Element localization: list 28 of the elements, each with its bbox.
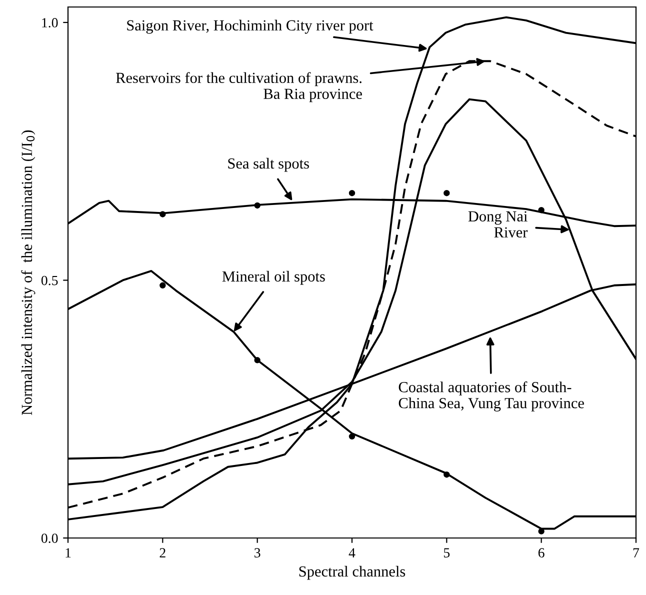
annotation: Mineral oil spots	[222, 270, 325, 285]
y-tick-label: 0.0	[41, 534, 58, 544]
x-tick-label: 7	[633, 548, 640, 558]
x-tick-label: 1	[66, 548, 71, 558]
point	[348, 190, 356, 196]
point	[538, 528, 544, 534]
y-tick-label: 0.5	[41, 276, 58, 286]
point	[160, 282, 166, 288]
x-axis-title: Spectral channels	[299, 566, 406, 580]
annotation: Sea salt spots	[228, 158, 309, 172]
x-tick-label: 4	[348, 548, 356, 558]
x-tick-label: 6	[538, 548, 544, 558]
point	[254, 202, 260, 209]
y-tick-label: 1.0	[42, 18, 58, 28]
annotation: Dong Nai River	[468, 211, 528, 238]
x-tick-label: 5	[444, 548, 450, 558]
point	[444, 471, 450, 478]
x-tick-label: 3	[254, 548, 260, 558]
x-tick-label: 2	[160, 548, 166, 558]
annotation: Coastal aquatories of South- China Sea, Vung Tau province	[398, 381, 584, 412]
point	[254, 357, 260, 364]
point	[538, 207, 544, 214]
point	[348, 433, 356, 440]
y-axis-title: Normalized intensity of the illumination (I/I$_{0}$)	[21, 130, 36, 415]
point	[444, 190, 450, 196]
annotation: Saigon River, Hochiminh City river port	[127, 20, 374, 34]
point	[160, 211, 166, 218]
annotation: Reservoirs for the cultivation of prawns. Ba Ria province	[116, 72, 362, 102]
